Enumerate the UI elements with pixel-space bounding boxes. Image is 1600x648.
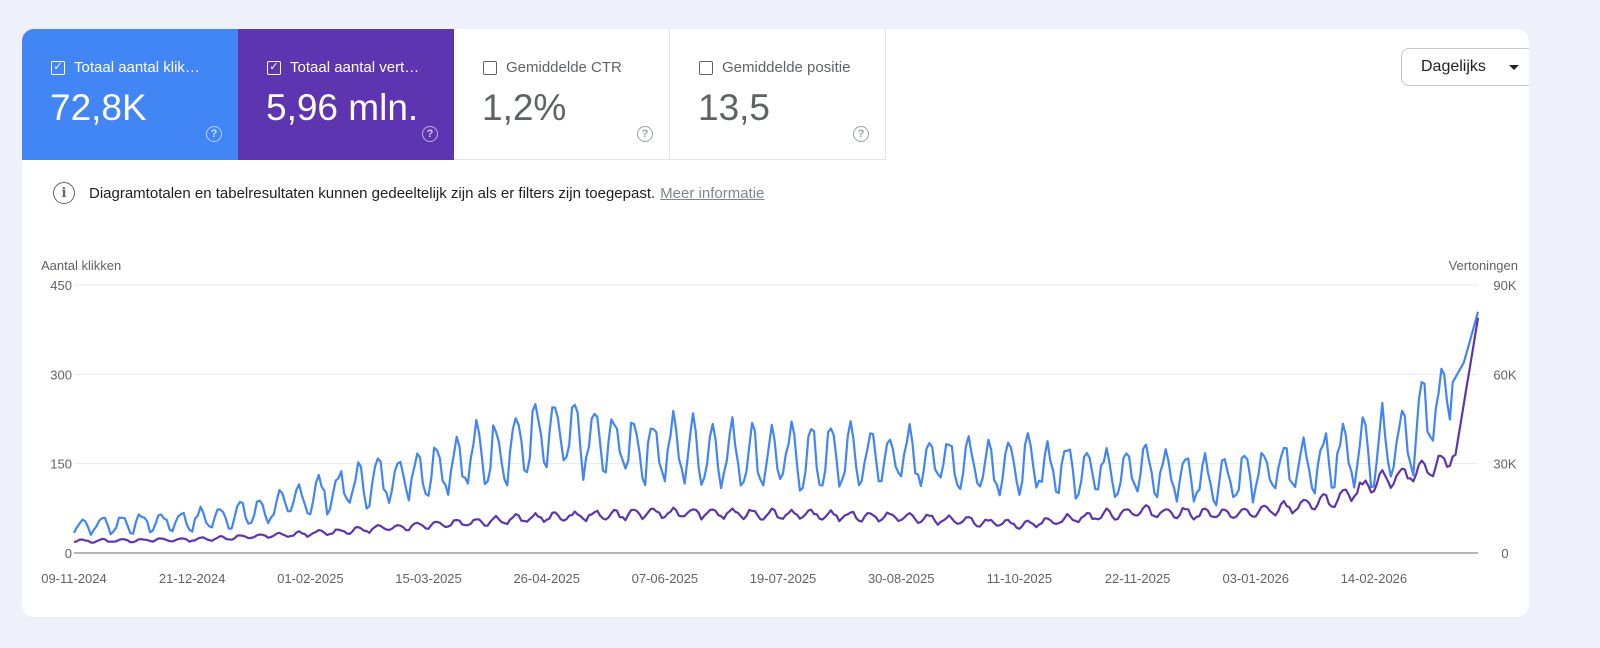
metric-tiles: ✓ Totaal aantal klik… 72,8K ? ✓ Totaal a… [22,29,886,160]
y-right-tick-label: 90K [1493,278,1516,293]
x-tick-label: 01-02-2025 [277,571,344,586]
x-tick-label: 22-11-2025 [1105,571,1171,586]
x-tick-label: 21-12-2024 [159,571,226,586]
y-left-tick-label: 300 [50,367,72,382]
info-icon: i [53,182,75,204]
metric-value: 13,5 [698,87,771,128]
metric-average-ctr[interactable]: Gemiddelde CTR 1,2% ? [454,29,670,160]
more-info-link[interactable]: Meer informatie [660,184,765,202]
performance-chart: 450 90K 300 60K 150 30K 0 0 09-11-2024 21-12-2024… [41,278,1517,586]
y-left-tick-label: 0 [65,546,72,561]
metric-value: 5,96 mln. [266,87,419,128]
y-left-tick-label: 150 [50,457,72,472]
caret-down-icon [1509,65,1519,70]
checkbox-checked-icon[interactable]: ✓ [51,60,65,75]
metric-value: 1,2% [482,87,567,128]
clicks-series-line [73,311,1480,536]
help-icon[interactable]: ? [637,126,653,142]
metric-average-position[interactable]: Gemiddelde positie 13,5 ? [670,29,886,160]
y-right-tick-label: 0 [1501,546,1508,561]
x-tick-label: 14-02-2026 [1341,571,1408,586]
x-tick-label: 11-10-2025 [987,571,1053,586]
info-banner: i Diagramtotalen en tabelresultaten kunn… [53,182,764,204]
checkbox-unchecked-icon[interactable] [483,60,497,75]
metric-label: Gemiddelde CTR [506,59,622,76]
x-tick-label: 03-01-2026 [1222,571,1289,586]
checkbox-unchecked-icon[interactable] [699,60,713,75]
x-tick-label: 09-11-2024 [41,571,107,586]
y-left-axis-title: Aantal klikken [41,258,122,273]
performance-card: ✓ Totaal aantal klik… 72,8K ? ✓ Totaal a… [22,29,1529,617]
impressions-series-line [73,317,1480,544]
x-tick-label: 30-08-2025 [868,571,935,586]
y-right-axis-title: Vertoningen [1448,258,1518,273]
y-right-tick-label: 30K [1493,457,1516,472]
x-tick-label: 19-07-2025 [750,571,817,586]
x-tick-label: 15-03-2025 [395,571,462,586]
y-left-tick-label: 450 [50,278,72,293]
granularity-dropdown[interactable]: Dagelijks [1401,48,1529,86]
metric-total-impressions[interactable]: ✓ Totaal aantal vert… 5,96 mln. ? [238,29,454,160]
x-tick-label: 07-06-2025 [632,571,699,586]
info-text: Diagramtotalen en tabelresultaten kunnen… [89,184,656,202]
dropdown-label: Dagelijks [1421,58,1486,75]
metric-value: 72,8K [50,87,147,128]
help-icon[interactable]: ? [853,126,869,142]
help-icon[interactable]: ? [422,126,438,142]
y-right-tick-label: 60K [1493,367,1516,382]
checkbox-checked-icon[interactable]: ✓ [267,60,281,75]
help-icon[interactable]: ? [206,126,222,142]
x-tick-label: 26-04-2025 [513,571,580,586]
metric-total-clicks[interactable]: ✓ Totaal aantal klik… 72,8K ? [22,29,238,160]
metric-label: Gemiddelde positie [722,59,851,76]
metric-label: Totaal aantal klik… [74,59,200,76]
metric-label: Totaal aantal vert… [290,59,420,76]
